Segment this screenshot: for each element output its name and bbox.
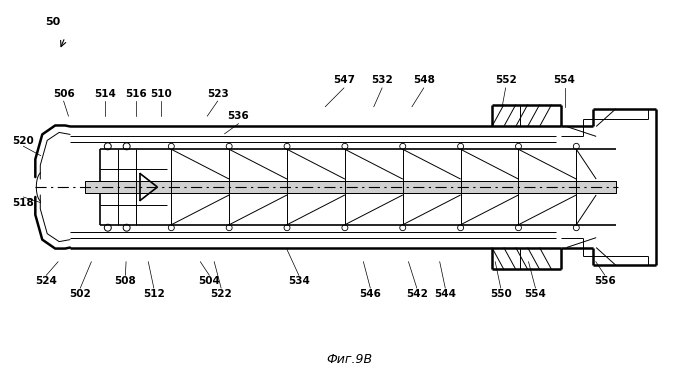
Text: 514: 514 (94, 89, 116, 99)
Text: 548: 548 (413, 75, 435, 85)
Text: 504: 504 (199, 276, 220, 285)
Text: 512: 512 (143, 289, 165, 299)
Text: 510: 510 (150, 89, 172, 99)
Text: 508: 508 (115, 276, 136, 285)
Bar (85, 181, 616, 193)
Text: 522: 522 (210, 289, 232, 299)
Text: 542: 542 (406, 289, 428, 299)
Text: 523: 523 (207, 89, 229, 99)
Text: 536: 536 (228, 111, 250, 121)
Text: 552: 552 (495, 75, 517, 85)
Text: 50: 50 (45, 17, 60, 27)
Text: 534: 534 (288, 276, 310, 285)
Text: 502: 502 (69, 289, 91, 299)
Text: 554: 554 (554, 75, 575, 85)
Text: 524: 524 (36, 276, 57, 285)
Text: 516: 516 (125, 89, 147, 99)
Text: 544: 544 (434, 289, 456, 299)
Text: Фиг.9B: Фиг.9B (326, 353, 373, 366)
Text: 550: 550 (490, 289, 512, 299)
Text: 547: 547 (333, 75, 355, 85)
Text: 554: 554 (524, 289, 547, 299)
Text: 506: 506 (52, 89, 75, 99)
Text: 556: 556 (594, 276, 616, 285)
Text: 518: 518 (13, 198, 34, 208)
Text: 546: 546 (359, 289, 381, 299)
Text: 532: 532 (371, 75, 393, 85)
Text: 520: 520 (13, 136, 34, 146)
